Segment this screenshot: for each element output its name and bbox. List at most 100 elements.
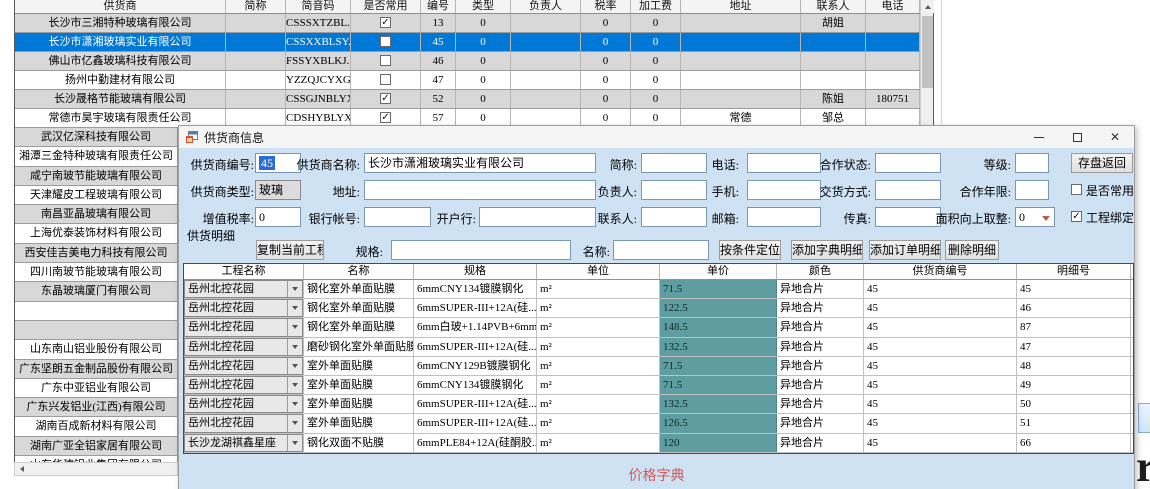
address-input[interactable] bbox=[364, 180, 596, 200]
scroll-left-button[interactable] bbox=[15, 463, 28, 475]
project-combobox[interactable]: 岳州北控花园 bbox=[184, 414, 303, 433]
table-row[interactable]: 岳州北控花园 室外单面贴膜 6mmCNY129B镀膜钢化 m² 71.5 异地合… bbox=[184, 356, 1133, 376]
checkbox-icon[interactable] bbox=[380, 73, 391, 85]
combobox-dropdown-button[interactable] bbox=[287, 338, 302, 355]
table-row[interactable]: 长沙龙湖祺鑫星座 钢化双面不贴膜 6mmPLE84+12A(硅酮胶... m² … bbox=[184, 433, 1133, 453]
combobox-dropdown-button[interactable] bbox=[287, 300, 302, 317]
common-use-checkbox[interactable]: 是否常用 bbox=[1071, 182, 1134, 199]
table-row[interactable]: 岳州北控花园 钢化室外单面贴膜 6mmSUPER-III+12A(硅... m²… bbox=[184, 299, 1133, 319]
list-item[interactable]: 西安佳吉美电力科技有限公司 bbox=[15, 243, 178, 264]
checkbox-icon[interactable] bbox=[380, 35, 391, 47]
scroll-up-button[interactable] bbox=[921, 0, 934, 13]
col-header-contact[interactable]: 联系人 bbox=[801, 0, 866, 13]
bank-name-input[interactable] bbox=[479, 207, 596, 227]
coop-status-input[interactable] bbox=[875, 153, 941, 173]
table-row[interactable]: 岳州北控花园 磨砂钢化室外单面贴膜 6mmSUPER-III+12A(硅... … bbox=[184, 337, 1133, 357]
combobox-dropdown-button[interactable] bbox=[287, 357, 302, 374]
vat-rate-input[interactable]: 0 bbox=[255, 207, 301, 227]
list-item[interactable]: 南昌亚晶玻璃有限公司 bbox=[15, 205, 178, 225]
spec-filter-input[interactable] bbox=[391, 240, 571, 260]
combobox-dropdown-button[interactable] bbox=[287, 415, 302, 432]
col-header-unit[interactable]: 单位 bbox=[537, 264, 660, 279]
project-bind-checkbox[interactable]: 工程绑定 bbox=[1071, 209, 1134, 226]
horizontal-scrollbar[interactable] bbox=[14, 462, 178, 476]
table-row[interactable]: 佛山市亿鑫玻璃科技有限公司 FSSYXBLKJ.. 46 0 0 0 bbox=[15, 52, 933, 71]
delivery-mode-input[interactable] bbox=[875, 180, 941, 200]
project-combobox[interactable]: 岳州北控花园 bbox=[184, 280, 303, 299]
list-item[interactable]: 武汉亿深科技有限公司 bbox=[15, 128, 178, 148]
table-row[interactable]: 岳州北控花园 钢化室外单面贴膜 6mm白玻+1.14PVB+6mm... m² … bbox=[184, 318, 1133, 338]
list-item[interactable]: 广东兴发铝业(江西)有限公司 bbox=[15, 398, 178, 418]
scrollbar-thumb[interactable] bbox=[922, 16, 933, 88]
table-row[interactable]: 岳州北控花园 室外单面贴膜 6mmSUPER-III+12A(硅... m² 1… bbox=[184, 414, 1133, 434]
combobox-dropdown-button[interactable] bbox=[287, 396, 302, 413]
list-item[interactable]: 咸宁南玻节能玻璃有限公司 bbox=[15, 166, 178, 186]
col-header-addr[interactable]: 地址 bbox=[681, 0, 801, 13]
list-item[interactable]: 四川南玻节能玻璃有限公司 bbox=[15, 263, 178, 283]
grade-input[interactable] bbox=[1015, 153, 1049, 173]
col-header-fee[interactable]: 加工费 bbox=[631, 0, 681, 13]
table-row[interactable]: 长沙市潇湘玻璃实业有限公司 CSSXXBLSY.. 45 0 0 0 bbox=[15, 33, 933, 52]
list-item[interactable]: 湖南百成新材料有限公司 bbox=[15, 417, 178, 437]
checkbox-icon[interactable] bbox=[380, 92, 391, 104]
add-dictionary-detail-button[interactable]: 添加字典明细 bbox=[791, 240, 863, 260]
col-header-phone[interactable]: 电话 bbox=[866, 0, 920, 13]
project-combobox[interactable]: 岳州北控花园 bbox=[184, 395, 303, 414]
checkbox-icon[interactable] bbox=[380, 111, 391, 123]
bank-account-input[interactable] bbox=[364, 207, 431, 227]
list-item[interactable]: 湘潭三金特种玻璃有限责任公司 bbox=[15, 147, 178, 167]
project-combobox[interactable]: 岳州北控花园 bbox=[184, 299, 303, 318]
project-combobox[interactable]: 长沙龙湖祺鑫星座 bbox=[184, 433, 303, 452]
table-row[interactable]: 岳州北控花园 室外单面贴膜 6mmCNY134镀膜钢化 m² 71.5 异地合片… bbox=[184, 375, 1133, 396]
supplier-name-input[interactable]: 长沙市潇湘玻璃实业有限公司 bbox=[364, 153, 596, 173]
combobox-dropdown-button[interactable] bbox=[287, 434, 302, 451]
short-name-input[interactable] bbox=[641, 153, 707, 173]
checkbox-icon[interactable] bbox=[380, 16, 391, 28]
maximize-button[interactable] bbox=[1058, 126, 1096, 148]
list-item[interactable] bbox=[15, 320, 178, 341]
close-button[interactable]: ✕ bbox=[1096, 126, 1134, 148]
list-item[interactable]: 山东南山铝业股份有限公司 bbox=[15, 340, 178, 360]
col-header-leader[interactable]: 负责人 bbox=[511, 0, 581, 13]
combobox-dropdown-button[interactable] bbox=[287, 319, 302, 336]
col-header-code[interactable]: 简音码 bbox=[286, 0, 351, 13]
table-row[interactable]: 岳州北控花园 室外单面贴膜 6mmSUPER-III+12A(硅... m² 1… bbox=[184, 395, 1133, 415]
combobox-dropdown-button[interactable] bbox=[287, 281, 302, 298]
contact-input[interactable] bbox=[641, 207, 707, 227]
col-header-price[interactable]: 单价 bbox=[660, 264, 777, 279]
add-order-detail-button[interactable]: 添加订单明细 bbox=[869, 240, 941, 260]
list-item[interactable] bbox=[15, 301, 178, 321]
list-item[interactable]: 湖南广亚全铝家居有限公司 bbox=[15, 436, 178, 457]
save-return-button[interactable]: 存盘返回 bbox=[1071, 153, 1133, 173]
name-filter-input[interactable] bbox=[613, 240, 709, 260]
col-header-no[interactable]: 编号 bbox=[421, 0, 456, 13]
minimize-button[interactable] bbox=[1020, 126, 1058, 148]
table-row[interactable]: 常德市昊宇玻璃有限责任公司 CDSHYBLYX 57 0 0 0 常德 邹总 bbox=[15, 109, 933, 128]
table-row[interactable]: 岳州北控花园 钢化室外单面贴膜 6mmCNY134镀膜钢化 m² 71.5 异地… bbox=[184, 280, 1133, 300]
list-item[interactable]: 山东华建铝业集团有限公司 bbox=[15, 456, 178, 462]
list-item[interactable]: 广东中亚铝业有限公司 bbox=[15, 378, 178, 399]
email-input[interactable] bbox=[747, 207, 821, 227]
col-header-supplier[interactable]: 供货商 bbox=[15, 0, 226, 13]
project-combobox[interactable]: 岳州北控花园 bbox=[184, 356, 303, 375]
locate-by-condition-button[interactable]: 按条件定位 bbox=[719, 240, 781, 260]
combobox-dropdown-button[interactable] bbox=[287, 376, 302, 394]
copy-current-project-button[interactable]: 复制当前工程 bbox=[256, 240, 324, 260]
table-row[interactable]: 长沙晟格节能玻璃有限公司 CSSGJNBLYXGS 52 0 0 0 陈姐 18… bbox=[15, 90, 933, 109]
supplier-type-input[interactable]: 玻璃 bbox=[255, 180, 301, 200]
coop-years-input[interactable] bbox=[1015, 180, 1049, 200]
col-header-name[interactable]: 名称 bbox=[304, 264, 414, 279]
col-header-detail-no[interactable]: 明细号 bbox=[1017, 264, 1131, 279]
col-header-project[interactable]: 工程名称 bbox=[184, 264, 304, 279]
table-row[interactable]: 扬州中勤建材有限公司 YZZQJCYXGS 47 0 0 0 bbox=[15, 71, 933, 90]
phone-input[interactable] bbox=[747, 153, 821, 173]
project-combobox[interactable]: 岳州北控花园 bbox=[184, 337, 303, 356]
col-header-tax[interactable]: 税率 bbox=[581, 0, 631, 13]
supplier-no-input[interactable]: 45 bbox=[255, 153, 301, 173]
leader-input[interactable] bbox=[641, 180, 707, 200]
col-header-common[interactable]: 是否常用 bbox=[351, 0, 421, 13]
delete-detail-button[interactable]: 删除明细 bbox=[945, 240, 999, 260]
vertical-scrollbar[interactable] bbox=[920, 0, 934, 128]
col-header-color[interactable]: 颜色 bbox=[777, 264, 864, 279]
list-item[interactable]: 上海优泰装饰材料有限公司 bbox=[15, 224, 178, 244]
